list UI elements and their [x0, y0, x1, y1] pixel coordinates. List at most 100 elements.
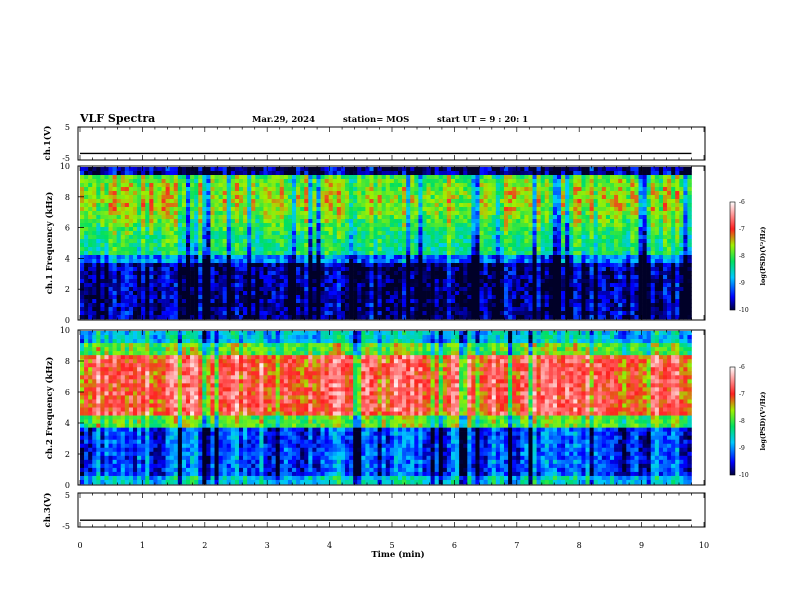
spectrogram-cell: [455, 167, 460, 172]
spectrogram-cell: [516, 275, 521, 280]
spectrogram-cell: [190, 215, 195, 220]
spectrogram-cell: [271, 219, 276, 224]
spectrogram-cell: [569, 259, 574, 264]
spectrogram-cell: [516, 207, 521, 212]
spectrogram-cell: [365, 287, 370, 292]
spectrogram-cell: [92, 315, 97, 320]
spectrogram-cell: [442, 283, 448, 288]
spectrogram-cell: [120, 239, 126, 244]
spectrogram-cell: [573, 311, 578, 316]
spectrogram-cell: [536, 191, 541, 196]
spectrogram-cell: [239, 287, 244, 292]
spectrogram-cell: [540, 303, 546, 308]
spectrogram-cell: [275, 267, 281, 272]
spectrogram-cell: [442, 263, 448, 268]
spectrogram-cell: [157, 291, 162, 296]
spectrogram-cell: [308, 207, 313, 212]
spectrogram-cell: [544, 219, 550, 224]
spectrogram-cell: [279, 171, 285, 176]
spectrogram-cell: [161, 171, 166, 176]
spectrogram-cell: [181, 179, 187, 184]
spectrogram-cell: [561, 315, 566, 320]
spectrogram-cell: [353, 311, 358, 316]
spectrogram-cell: [597, 315, 603, 320]
spectrogram-cell: [353, 315, 358, 320]
spectrogram-cell: [585, 179, 590, 184]
spectrogram-cell: [438, 175, 444, 180]
spectrogram-cell: [88, 259, 93, 264]
spectrogram-cell: [544, 259, 550, 264]
spectrogram-cell: [503, 307, 509, 312]
spectrogram-cell: [369, 187, 374, 192]
spectrogram-cell: [92, 243, 97, 248]
spectrogram-cell: [169, 203, 175, 208]
spectrogram-cell: [340, 243, 346, 248]
spectrogram-cell: [377, 303, 382, 308]
spectrogram-cell: [100, 291, 105, 296]
spectrogram-cell: [332, 247, 338, 252]
spectrogram-cell: [304, 295, 309, 300]
spectrogram-cell: [218, 179, 223, 184]
spectrogram-cell: [438, 219, 444, 224]
spectrogram-cell: [226, 299, 232, 304]
spectrogram-cell: [124, 291, 130, 296]
spectrogram-cell: [100, 223, 105, 228]
spectrogram-cell: [251, 207, 256, 212]
spectrogram-cell: [128, 307, 134, 312]
spectrogram-cell: [605, 243, 611, 248]
spectrogram-cell: [251, 167, 256, 172]
spectrogram-cell: [508, 175, 513, 180]
spectrogram-cell: [308, 251, 313, 256]
spectrogram-cell: [328, 291, 334, 296]
spectrogram-cell: [267, 311, 272, 316]
spectrogram-cell: [316, 219, 321, 224]
spectrogram-cell: [446, 219, 452, 224]
spectrogram-cell: [222, 271, 228, 276]
spectrogram-cell: [540, 283, 546, 288]
spectrogram-cell: [540, 291, 546, 296]
spectrogram-cell: [561, 207, 566, 212]
spectrogram-cell: [206, 283, 211, 288]
spectrogram-cell: [267, 303, 272, 308]
spectrogram-cell: [573, 239, 578, 244]
spectrogram-cell: [312, 167, 317, 172]
spectrogram-cell: [512, 223, 517, 228]
spectrogram-cell: [169, 223, 175, 228]
spectrogram-cell: [247, 171, 252, 176]
spectrogram-cell: [410, 255, 415, 260]
spectrogram-cell: [243, 247, 248, 252]
spectrogram-cell: [308, 271, 313, 276]
spectrogram-cell: [487, 315, 493, 320]
spectrogram-cell: [247, 271, 252, 276]
date-label: Mar.29, 2024: [252, 115, 315, 125]
spectrogram-cell: [471, 207, 476, 212]
spectrogram-cell: [418, 187, 423, 192]
spectrogram-cell: [344, 263, 350, 268]
spectrogram-cell: [222, 267, 228, 272]
spectrogram-cell: [332, 199, 338, 204]
spectrogram-cell: [499, 171, 505, 176]
spectrogram-cell: [279, 183, 285, 188]
spectrogram-cell: [116, 303, 122, 308]
spectrogram-cell: [430, 171, 435, 176]
spectrogram-cell: [349, 207, 354, 212]
spectrogram-cell: [609, 303, 615, 308]
spectrogram-cell: [581, 227, 586, 232]
spectrogram-cell: [475, 203, 480, 208]
spectrogram-cell: [552, 227, 558, 232]
spectrogram-cell: [463, 283, 468, 288]
spectrogram-cell: [463, 191, 468, 196]
spectrogram-cell: [463, 271, 468, 276]
spectrogram-cell: [503, 231, 509, 236]
spectrogram-cell: [410, 167, 415, 172]
spectrogram-cell: [177, 251, 183, 256]
spectrogram-cell: [181, 287, 187, 292]
spectrogram-cell: [328, 275, 334, 280]
spectrogram-cell: [585, 247, 590, 252]
spectrogram-cell: [581, 203, 586, 208]
spectrogram-cell: [181, 219, 187, 224]
spectrogram-cell: [198, 235, 203, 240]
spectrogram-cell: [316, 231, 321, 236]
spectrogram-cell: [597, 247, 603, 252]
spectrogram-cell: [361, 215, 366, 220]
